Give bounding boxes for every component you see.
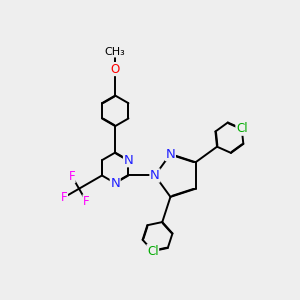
Text: Cl: Cl — [147, 244, 159, 258]
Text: N: N — [150, 169, 160, 182]
Text: F: F — [68, 169, 75, 183]
Text: O: O — [111, 63, 120, 76]
Text: N: N — [166, 148, 175, 160]
Text: F: F — [83, 195, 90, 208]
Text: N: N — [124, 154, 133, 167]
Text: F: F — [61, 191, 68, 204]
Text: Cl: Cl — [236, 122, 248, 135]
Text: N: N — [110, 177, 120, 190]
Text: CH₃: CH₃ — [105, 47, 126, 57]
